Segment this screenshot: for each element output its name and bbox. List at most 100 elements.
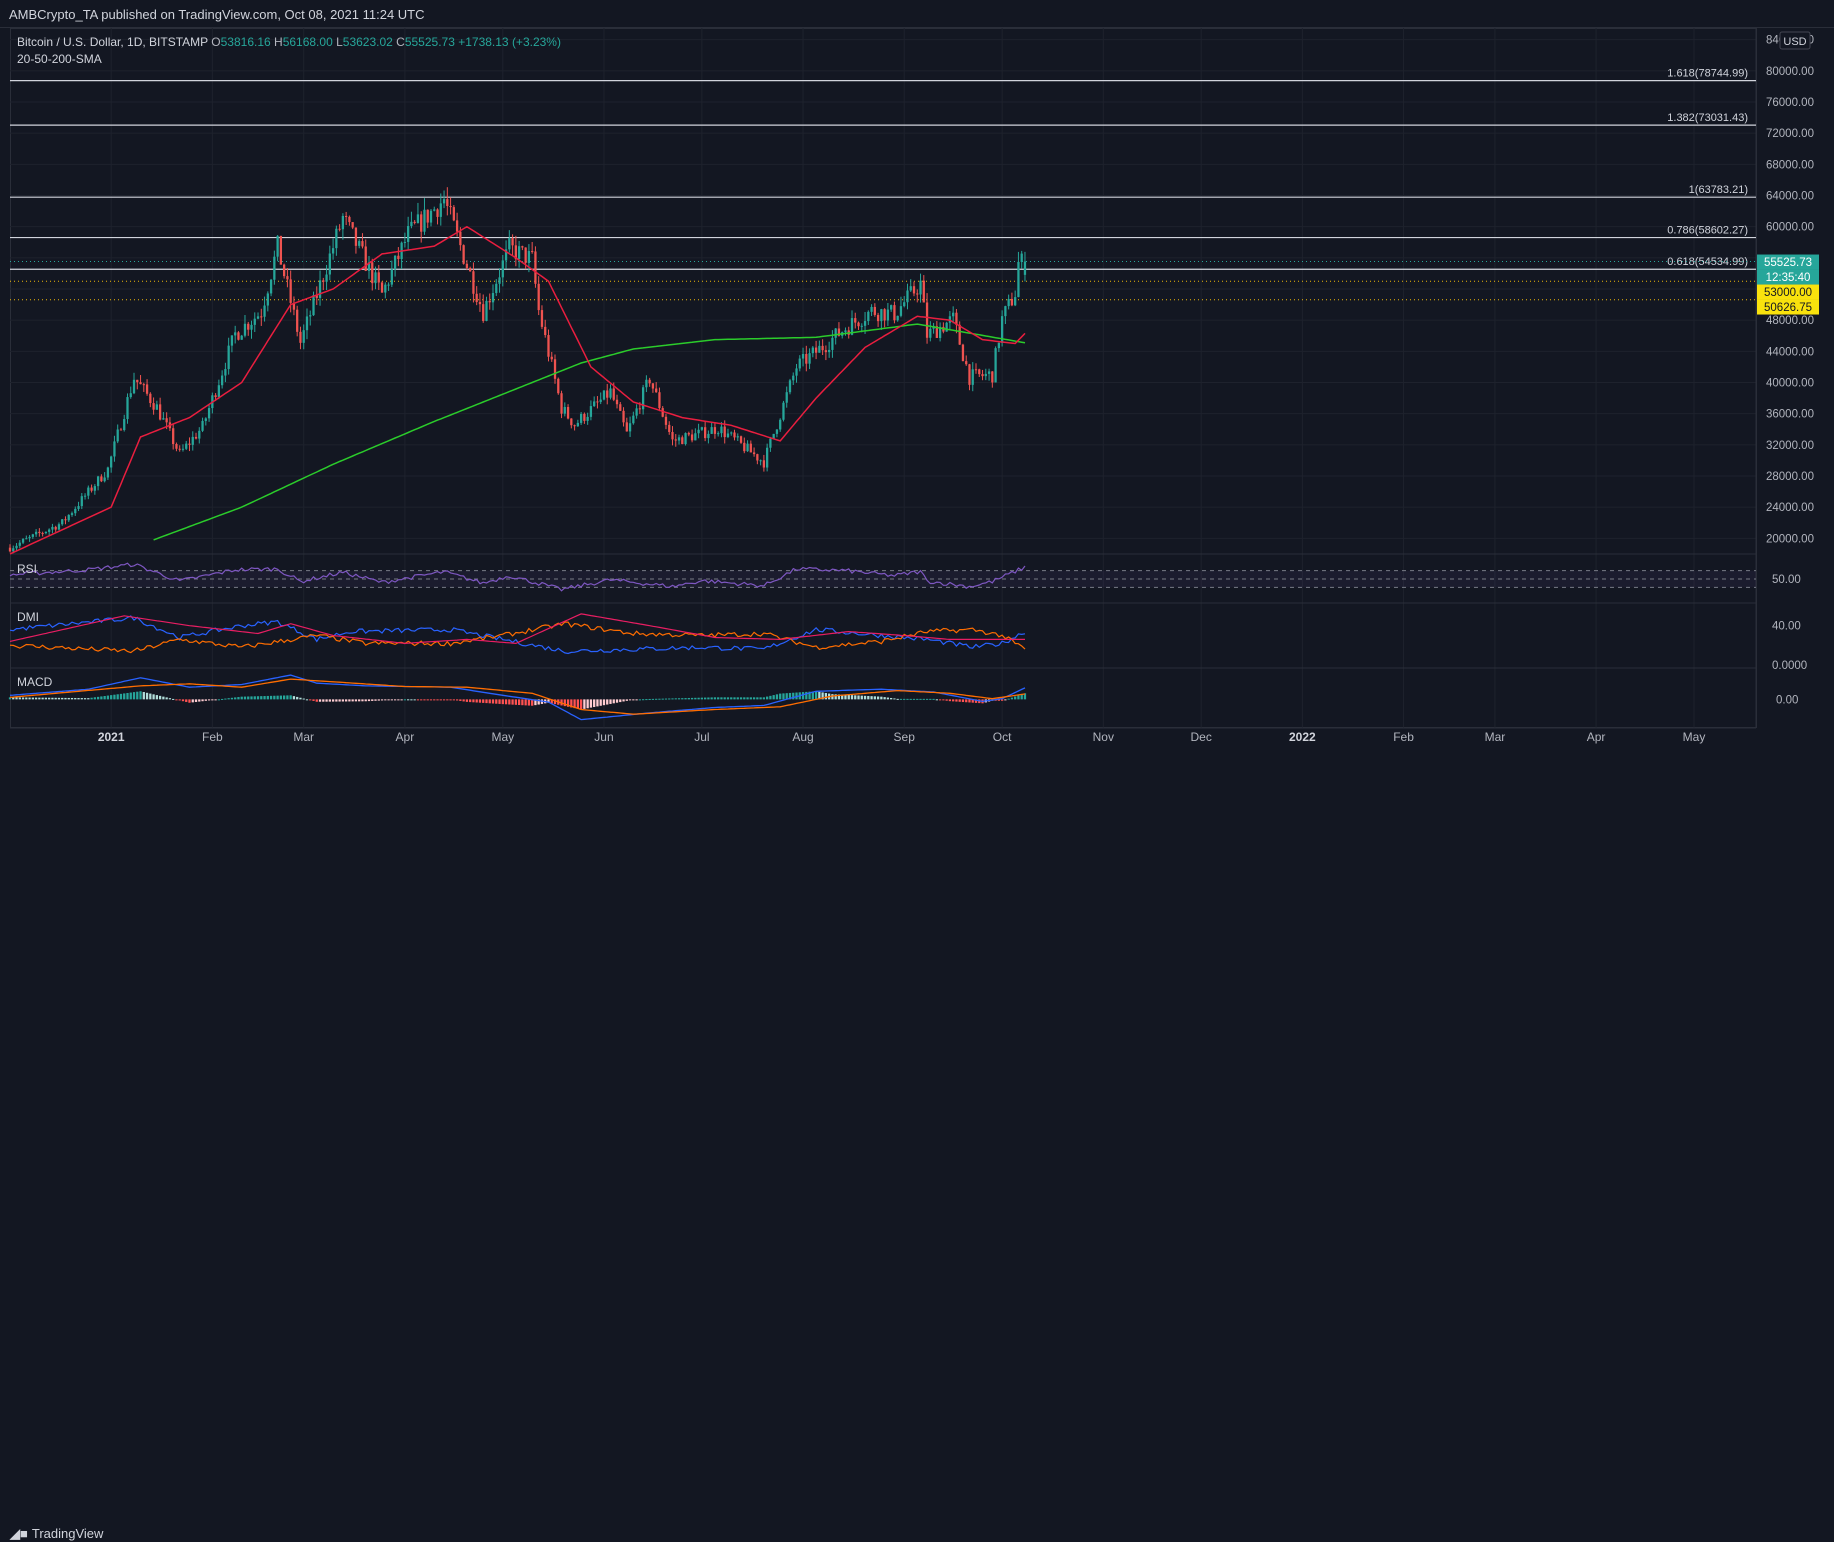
- macd-histogram-bar: [328, 699, 331, 702]
- macd-histogram-bar: [227, 698, 230, 700]
- macd-histogram-bar: [521, 699, 524, 706]
- macd-histogram-bar: [136, 691, 139, 700]
- candle-body: [628, 423, 632, 432]
- macd-histogram-bar: [266, 695, 269, 700]
- candle-body: [534, 251, 537, 284]
- candle-body: [801, 353, 805, 359]
- candle-body: [965, 361, 968, 365]
- header-bar: AMBCrypto_TA published on TradingView.co…: [0, 0, 1834, 28]
- dmi-axis-tick: 40.00: [1772, 621, 1801, 633]
- macd-histogram-bar: [41, 697, 44, 700]
- macd-histogram-bar: [661, 698, 664, 700]
- macd-histogram-bar: [331, 699, 335, 702]
- macd-histogram-bar: [609, 699, 612, 704]
- macd-histogram-bar: [162, 696, 165, 700]
- candle-body: [263, 305, 266, 317]
- candle-body: [393, 255, 397, 270]
- macd-histogram-bar: [116, 694, 119, 700]
- time-axis-tick: May: [1683, 730, 1706, 744]
- candle-body: [282, 264, 286, 277]
- macd-histogram-bar: [380, 699, 384, 701]
- time-axis-tick: Nov: [1093, 730, 1114, 744]
- candle-body: [478, 302, 482, 305]
- macd-histogram-bar: [482, 699, 485, 703]
- macd-histogram-bar: [8, 697, 12, 700]
- candle-body: [814, 347, 818, 353]
- price-axis-tick: 60000.00: [1766, 222, 1814, 234]
- candle-body: [514, 245, 517, 260]
- macd-histogram-bar: [713, 697, 717, 700]
- price-tag-label: 53000.00: [1764, 287, 1812, 299]
- candle-body: [77, 506, 80, 509]
- candle-body: [12, 548, 15, 552]
- macd-histogram-bar: [299, 697, 302, 700]
- candle-body: [785, 392, 788, 403]
- macd-histogram-bar: [674, 698, 677, 700]
- candle-body: [188, 443, 191, 445]
- candle-body: [80, 496, 83, 507]
- footer-bar: ◢■ TradingView: [0, 760, 1834, 1541]
- macd-histogram-bar: [475, 699, 478, 703]
- trading-chart[interactable]: 1.618(78744.99) 1.382(73031.43) 1(63783.21…: [0, 0, 1834, 791]
- macd-histogram-bar: [903, 698, 906, 700]
- candle-body: [475, 293, 478, 303]
- candle-body: [700, 427, 704, 430]
- macd-histogram-bar: [436, 699, 439, 701]
- candle-body: [958, 324, 961, 345]
- macd-histogram-bar: [181, 699, 185, 702]
- macd-histogram-bar: [615, 699, 619, 703]
- candle-body: [442, 199, 446, 204]
- candle-body: [579, 413, 583, 423]
- candle-body: [136, 379, 139, 383]
- candle-body: [1007, 298, 1010, 307]
- macd-histogram-bar: [38, 697, 41, 700]
- candle-body: [570, 418, 573, 426]
- candle-body: [309, 315, 312, 317]
- macd-histogram-bar: [416, 699, 420, 701]
- macd-histogram-bar: [305, 699, 309, 701]
- candle-body: [390, 269, 393, 285]
- candle-body: [560, 393, 563, 414]
- candle-body: [1017, 261, 1020, 298]
- macd-histogram-bar: [28, 697, 31, 700]
- macd-histogram-bar: [968, 699, 971, 703]
- macd-histogram-bar: [952, 699, 955, 702]
- candle-body: [661, 408, 664, 417]
- macd-histogram-bar: [96, 696, 100, 700]
- candle-body: [573, 425, 576, 427]
- rsi-title: RSI: [17, 562, 37, 576]
- price-tag: [1757, 284, 1819, 300]
- macd-histogram-bar: [524, 699, 527, 706]
- tradingview-logo[interactable]: ◢■ TradingView: [10, 1526, 103, 1542]
- candle-body: [508, 238, 511, 250]
- macd-histogram-bar: [906, 698, 909, 700]
- candle-body: [172, 428, 175, 445]
- candle-body: [772, 433, 775, 439]
- candle-body: [798, 358, 801, 369]
- macd-histogram-bar: [955, 699, 958, 702]
- macd-histogram-bar: [168, 698, 172, 700]
- macd-histogram-bar: [495, 699, 498, 704]
- candle-body: [808, 353, 811, 364]
- macd-histogram-bar: [498, 699, 501, 704]
- price-axis-tick: 28000.00: [1766, 471, 1814, 483]
- candle-body: [296, 309, 299, 332]
- candle-body: [547, 335, 550, 357]
- macd-histogram-bar: [909, 698, 912, 700]
- logo-text: TradingView: [31, 1526, 104, 1541]
- macd-histogram-bar: [345, 699, 348, 702]
- dmi-title: DMI: [17, 610, 39, 624]
- candle-body: [155, 404, 159, 410]
- macd-histogram-bar: [867, 695, 870, 700]
- macd-histogram-bar: [462, 699, 465, 702]
- candle-body: [681, 437, 684, 445]
- macd-histogram-bar: [260, 696, 263, 700]
- candle-body: [367, 262, 371, 271]
- candle-body: [116, 429, 119, 442]
- candle-body: [625, 422, 628, 432]
- candle-body: [749, 443, 752, 453]
- macd-histogram-bar: [619, 699, 622, 703]
- macd-histogram-bar: [632, 699, 635, 701]
- price-axis-tick: 72000.00: [1766, 128, 1814, 140]
- candle-body: [358, 241, 361, 246]
